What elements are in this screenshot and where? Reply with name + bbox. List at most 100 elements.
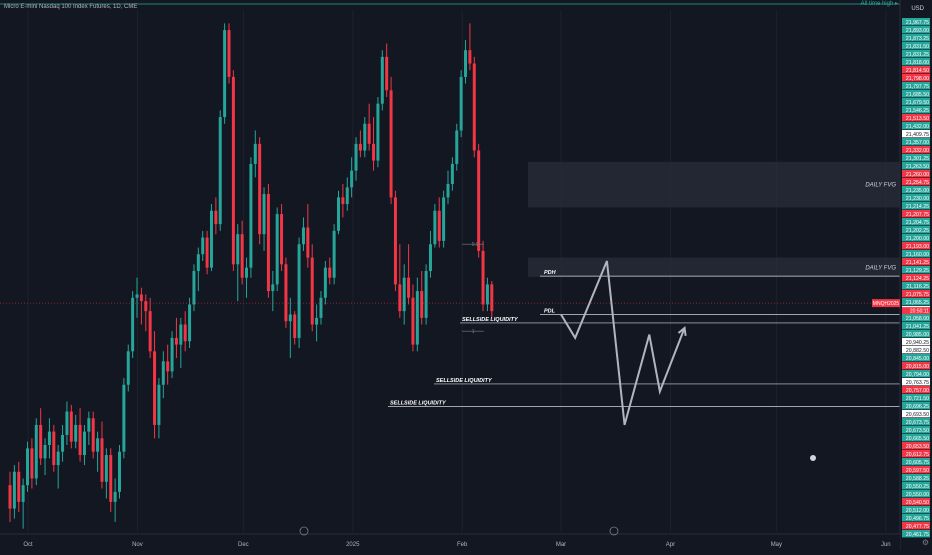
candle-body[interactable] bbox=[332, 230, 336, 278]
price-scale-tag[interactable] bbox=[902, 154, 930, 162]
candle-body[interactable] bbox=[310, 257, 314, 325]
candle-body[interactable] bbox=[249, 163, 253, 268]
price-scale-tag[interactable] bbox=[902, 442, 930, 450]
gear-icon[interactable]: ⚙ bbox=[921, 538, 929, 547]
price-scale-tag[interactable] bbox=[902, 234, 930, 242]
candle-body[interactable] bbox=[350, 170, 354, 188]
candle-body[interactable] bbox=[284, 264, 288, 322]
candle-body[interactable] bbox=[223, 30, 227, 118]
candle-body[interactable] bbox=[271, 284, 275, 292]
candle-body[interactable] bbox=[205, 237, 209, 268]
candle-body[interactable] bbox=[8, 485, 12, 509]
candle-body[interactable] bbox=[468, 50, 472, 64]
candle-body[interactable] bbox=[47, 431, 51, 445]
candle-body[interactable] bbox=[411, 297, 415, 345]
price-scale-tag[interactable] bbox=[902, 330, 930, 338]
candle-body[interactable] bbox=[12, 471, 16, 509]
price-scale-tag[interactable] bbox=[902, 106, 930, 114]
price-scale-tag[interactable] bbox=[902, 258, 930, 266]
candle-body[interactable] bbox=[30, 448, 34, 479]
candle-body[interactable] bbox=[157, 384, 161, 425]
candle-body[interactable] bbox=[424, 271, 428, 318]
candle-body[interactable] bbox=[240, 234, 244, 278]
candle-body[interactable] bbox=[34, 424, 38, 479]
candle-body[interactable] bbox=[113, 491, 117, 502]
price-scale-tag[interactable] bbox=[902, 266, 930, 274]
candle-body[interactable] bbox=[477, 150, 481, 251]
candle-body[interactable] bbox=[455, 130, 459, 164]
candle-body[interactable] bbox=[481, 250, 485, 305]
candle-body[interactable] bbox=[209, 210, 213, 268]
candle-body[interactable] bbox=[253, 143, 257, 164]
price-scale-tag[interactable] bbox=[902, 90, 930, 98]
candle-body[interactable] bbox=[459, 76, 463, 131]
candle-body[interactable] bbox=[275, 214, 279, 285]
candle-body[interactable] bbox=[52, 431, 56, 466]
price-scale-tag[interactable] bbox=[902, 194, 930, 202]
candle-body[interactable] bbox=[376, 103, 380, 161]
candle-body[interactable] bbox=[389, 90, 393, 198]
price-scale-tag[interactable] bbox=[902, 42, 930, 50]
price-scale-tag[interactable] bbox=[902, 450, 930, 458]
candle-body[interactable] bbox=[161, 361, 165, 385]
candle-body[interactable] bbox=[236, 234, 240, 265]
price-scale-tag[interactable] bbox=[902, 226, 930, 234]
price-scale-tag[interactable] bbox=[902, 34, 930, 42]
candle-body[interactable] bbox=[69, 411, 73, 442]
event-marker-icon[interactable] bbox=[299, 526, 309, 536]
candle-body[interactable] bbox=[372, 143, 376, 161]
candle-body[interactable] bbox=[345, 187, 349, 205]
price-scale-tag[interactable] bbox=[902, 418, 930, 426]
candle-body[interactable] bbox=[380, 56, 384, 104]
candle-body[interactable] bbox=[415, 291, 419, 345]
candle-body[interactable] bbox=[354, 143, 358, 171]
price-scale-tag[interactable] bbox=[902, 498, 930, 506]
candle-body[interactable] bbox=[104, 455, 108, 482]
candle-body[interactable] bbox=[402, 277, 406, 312]
price-scale-tag[interactable] bbox=[902, 354, 930, 362]
candle-body[interactable] bbox=[148, 311, 152, 352]
candle-body[interactable] bbox=[74, 424, 78, 442]
candle-body[interactable] bbox=[188, 304, 192, 342]
currency-label[interactable]: USD bbox=[911, 6, 924, 12]
candle-body[interactable] bbox=[328, 267, 332, 278]
candle-body[interactable] bbox=[43, 445, 47, 459]
candle-body[interactable] bbox=[227, 30, 231, 77]
candle-body[interactable] bbox=[297, 244, 301, 338]
candle-body[interactable] bbox=[214, 210, 218, 225]
candle-body[interactable] bbox=[341, 197, 345, 205]
candlestick-series[interactable]: 0.51 bbox=[8, 23, 494, 529]
price-scale-tag[interactable] bbox=[902, 482, 930, 490]
candle-body[interactable] bbox=[319, 297, 323, 318]
price-scale-tag[interactable] bbox=[902, 178, 930, 186]
candle-body[interactable] bbox=[323, 267, 327, 298]
candle-body[interactable] bbox=[428, 244, 432, 271]
price-scale-tag[interactable] bbox=[902, 130, 930, 138]
candle-body[interactable] bbox=[367, 123, 371, 144]
price-scale-tag[interactable] bbox=[902, 458, 930, 466]
price-scale-tag[interactable] bbox=[902, 386, 930, 394]
price-scale-tag[interactable] bbox=[902, 18, 930, 26]
candle-body[interactable] bbox=[450, 163, 454, 184]
candle-body[interactable] bbox=[464, 50, 468, 77]
candle-body[interactable] bbox=[82, 431, 86, 456]
candle-body[interactable] bbox=[393, 197, 397, 285]
price-scale-tag[interactable] bbox=[902, 170, 930, 178]
candle-body[interactable] bbox=[170, 337, 174, 372]
candle-body[interactable] bbox=[192, 271, 196, 305]
candle-body[interactable] bbox=[385, 56, 389, 91]
candle-body[interactable] bbox=[231, 76, 235, 265]
price-scale-tag[interactable] bbox=[902, 114, 930, 122]
price-scale-tag[interactable] bbox=[902, 514, 930, 522]
price-scale-tag[interactable] bbox=[902, 186, 930, 194]
candle-body[interactable] bbox=[306, 227, 310, 258]
candle-body[interactable] bbox=[437, 210, 441, 241]
price-scale-tag[interactable] bbox=[902, 122, 930, 130]
candle-body[interactable] bbox=[315, 317, 319, 325]
candle-body[interactable] bbox=[26, 448, 30, 486]
price-scale-tag[interactable] bbox=[902, 202, 930, 210]
candle-body[interactable] bbox=[122, 384, 126, 452]
candle-body[interactable] bbox=[407, 277, 411, 298]
candle-body[interactable] bbox=[179, 324, 183, 345]
